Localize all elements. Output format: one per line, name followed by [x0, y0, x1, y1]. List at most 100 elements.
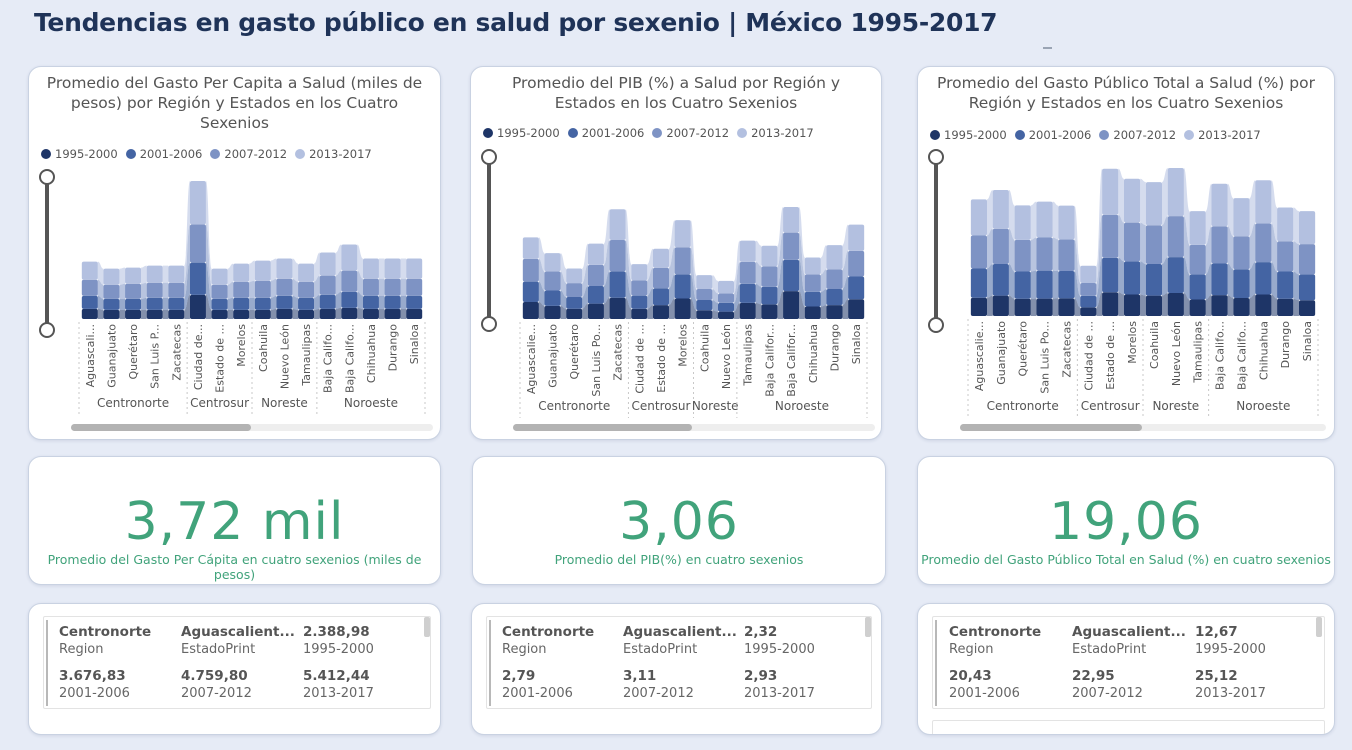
- legend-item[interactable]: 2007-2012: [210, 147, 287, 161]
- ribbon-connector: [184, 181, 190, 283]
- horizontal-scrollbar[interactable]: [71, 424, 433, 431]
- legend-label: 2007-2012: [1113, 128, 1177, 142]
- vertical-scrollbar-thumb[interactable]: [865, 617, 871, 637]
- legend-label: 2001-2006: [1028, 128, 1092, 142]
- ribbon-connector: [820, 269, 827, 292]
- scrollbar-thumb[interactable]: [513, 424, 692, 431]
- zoom-slider-handle-bottom[interactable]: [928, 317, 944, 333]
- legend-item[interactable]: 2013-2017: [737, 126, 814, 140]
- horizontal-scrollbar[interactable]: [960, 424, 1326, 431]
- zoom-slider-handle-top[interactable]: [928, 149, 944, 165]
- legend-item[interactable]: 2001-2006: [567, 126, 644, 140]
- ribbon-bar-segment: [406, 278, 423, 296]
- vertical-scrollbar-thumb[interactable]: [1316, 617, 1322, 637]
- legend-item[interactable]: 2001-2006: [125, 147, 203, 161]
- ribbon-connector: [1140, 222, 1146, 264]
- x-tick-label: Nuevo León: [278, 324, 291, 389]
- ribbon-connector: [141, 297, 147, 310]
- vertical-scrollbar-thumb[interactable]: [424, 617, 430, 637]
- multirow-frame: [43, 616, 431, 709]
- legend-item[interactable]: 2001-2006: [1014, 128, 1092, 142]
- legend-label: 2001-2006: [139, 147, 203, 161]
- ribbon-bar-segment: [1014, 298, 1031, 316]
- ribbon-bar-segment: [1102, 214, 1119, 258]
- ribbon-connector: [755, 283, 762, 305]
- ribbon-bar-segment: [992, 228, 1009, 264]
- focus-mode-handle[interactable]: [1043, 47, 1052, 49]
- legend-label: 1995-2000: [944, 128, 1007, 142]
- ribbon-bar-segment: [1014, 271, 1031, 299]
- legend-item[interactable]: 2013-2017: [295, 147, 372, 161]
- ribbon-bar-segment: [146, 282, 163, 298]
- ribbon-bar-segment: [319, 308, 336, 319]
- legend-item[interactable]: 2007-2012: [1099, 128, 1176, 142]
- ribbon-connector: [712, 275, 719, 294]
- scrollbar-thumb[interactable]: [71, 424, 251, 431]
- legend-item[interactable]: 1995-2000: [930, 128, 1007, 142]
- ribbon-connector: [712, 299, 719, 312]
- ribbon-connector: [1140, 294, 1146, 316]
- ribbon-bar-segment: [233, 281, 250, 298]
- ribbon-connector: [378, 295, 385, 309]
- legend-item[interactable]: 2007-2012: [652, 126, 729, 140]
- ribbon-connector: [987, 263, 993, 298]
- ribbon-chart: Aguascalie... Guanajuato Querétaro San Luis…: [928, 149, 1319, 418]
- ribbon-bar-segment: [696, 299, 713, 311]
- ribbon-bar-segment: [848, 299, 865, 319]
- ribbon-connector: [712, 288, 719, 303]
- x-tick-label: Querétaro: [568, 324, 581, 380]
- multirow-next-record: [932, 720, 1325, 734]
- legend-item[interactable]: 1995-2000: [483, 126, 560, 140]
- ribbon-connector: [357, 244, 363, 279]
- ribbon-connector: [668, 274, 675, 306]
- ribbon-connector: [357, 291, 363, 309]
- ribbon-bar-segment: [384, 308, 401, 319]
- ribbon-bar-segment: [1298, 244, 1316, 275]
- multirow-frame: [932, 616, 1325, 709]
- x-tick-label: Ciudad de...: [192, 324, 205, 390]
- ribbon-connector: [292, 258, 299, 282]
- legend-item[interactable]: 2013-2017: [1184, 128, 1261, 142]
- ribbon-connector: [820, 305, 827, 319]
- ribbon-connector: [1140, 261, 1146, 296]
- x-tick-label: Chihuahua: [1257, 321, 1270, 380]
- x-tick-label: Zacatecas: [1060, 321, 1073, 378]
- ribbon-bar-segment: [1233, 269, 1250, 299]
- ribbon-bar-segment: [1014, 205, 1031, 240]
- zoom-slider-handle-top[interactable]: [39, 169, 55, 185]
- kpi-card-per-capita: 3,72 mil Promedio del Gasto Per Cápita e…: [28, 456, 441, 585]
- ribbon-connector: [205, 294, 212, 319]
- field-value: Centronorte: [59, 624, 152, 640]
- ribbon-connector: [1074, 271, 1081, 308]
- ribbon-connector: [335, 291, 342, 309]
- field-value: 3,11: [623, 668, 657, 684]
- zoom-slider-handle-bottom[interactable]: [481, 316, 497, 332]
- field-value: 2,79: [502, 668, 536, 684]
- zoom-slider-handle-top[interactable]: [481, 149, 497, 165]
- ribbon-connector: [1249, 262, 1256, 299]
- ribbon-connector: [141, 265, 147, 284]
- ribbon-bar-segment: [1123, 294, 1141, 316]
- ribbon-connector: [119, 267, 126, 285]
- horizontal-scrollbar[interactable]: [513, 424, 875, 431]
- ribbon-connector: [842, 299, 849, 319]
- ribbon-connector: [292, 278, 299, 298]
- field-label: 2007-2012: [623, 686, 694, 701]
- legend-marker: [210, 149, 221, 159]
- scrollbar-thumb[interactable]: [960, 424, 1142, 431]
- legend-marker: [652, 128, 663, 138]
- ribbon-connector: [777, 291, 784, 319]
- field-value: Centronorte: [949, 624, 1042, 640]
- ribbon-bar-segment: [233, 297, 250, 310]
- ribbon-bar-segment: [81, 308, 98, 319]
- ribbon-bar-segment: [522, 258, 539, 282]
- legend-item[interactable]: 1995-2000: [41, 147, 118, 161]
- ribbon-bar-segment: [739, 283, 756, 303]
- ribbon-bar-segment: [1080, 307, 1097, 316]
- ribbon-connector: [1293, 241, 1299, 275]
- ribbon-bar-segment: [1211, 295, 1228, 316]
- region-label: Noreste: [1152, 399, 1199, 413]
- ribbon-bar-segment: [804, 257, 821, 275]
- legend-marker: [1184, 130, 1195, 140]
- zoom-slider-handle-bottom[interactable]: [39, 322, 55, 338]
